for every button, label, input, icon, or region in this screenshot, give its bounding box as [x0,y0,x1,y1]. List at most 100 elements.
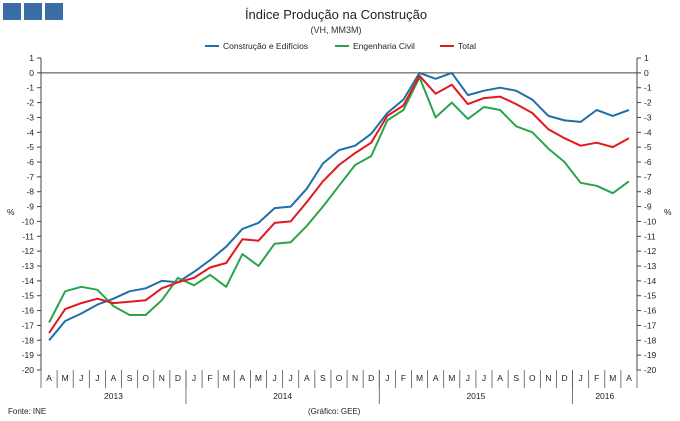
y-tick-label-right: -3 [644,112,652,122]
month-label: M [62,373,69,383]
y-tick-label-left: -14 [22,276,35,286]
y-tick-label-left: -10 [22,216,35,226]
y-tick-label-left: -11 [22,231,34,241]
y-tick-label-right: -1 [644,83,652,93]
y-tick-label-right: -13 [644,261,657,271]
month-label: J [95,373,99,383]
series-line-3 [48,74,630,334]
month-label: S [320,373,326,383]
y-tick-label-left: -17 [22,320,35,330]
chart-title: Índice Produção na Construção [245,7,427,22]
y-tick-label-right: -10 [644,216,657,226]
month-label: D [175,373,181,383]
month-label: S [127,373,133,383]
month-label: M [448,373,455,383]
y-tick-label-left: -3 [26,112,34,122]
month-label: N [159,373,165,383]
y-tick-label-right: -6 [644,157,652,167]
y-tick-label-right: -12 [644,246,657,256]
y-tick-label-left: -1 [26,83,34,93]
month-label: A [626,373,632,383]
month-label: J [289,373,293,383]
month-label: J [482,373,486,383]
y-tick-label-right: -5 [644,142,652,152]
y-tick-label-right: -2 [644,98,652,108]
month-label: J [578,373,582,383]
y-tick-label-left: -18 [22,335,35,345]
month-label: J [192,373,196,383]
y-tick-label-left: 0 [29,68,34,78]
year-label: 2016 [595,391,614,401]
y-tick-label-right: -14 [644,276,657,286]
y-tick-label-left: -4 [26,127,34,137]
y-tick-label-left: -15 [22,291,35,301]
y-tick-label-left: -7 [26,172,34,182]
year-label: 2013 [104,391,123,401]
month-label: O [142,373,149,383]
series-line-1 [48,71,630,341]
y-tick-label-left: -6 [26,157,34,167]
y-tick-label-right: -4 [644,127,652,137]
y-tick-label-left: -9 [26,202,34,212]
month-label: D [561,373,567,383]
y-tick-label-right: -9 [644,202,652,212]
y-tick-label-right: -17 [644,320,657,330]
y-tick-label-right: -8 [644,187,652,197]
month-label: A [46,373,52,383]
month-label: A [111,373,117,383]
plot-area: 1 1 0 0 -1 -1 -2 -2 -3 -3 -4 -4 -5 -5 -6 -6 -7 -7 -8 -8 -9 -9… [22,53,657,404]
year-label: 2015 [466,391,485,401]
y-tick-label-left: -16 [22,306,35,316]
y-tick-label-right: -18 [644,335,657,345]
chart-subtitle: (VH, MM3M) [311,25,362,35]
year-label: 2014 [273,391,292,401]
month-label: M [223,373,230,383]
month-label: M [609,373,616,383]
month-label: D [368,373,374,383]
y-tick-label-right: 1 [644,53,649,63]
month-label: N [545,373,551,383]
month-label: N [352,373,358,383]
y-tick-label-left: -8 [26,187,34,197]
month-label: O [529,373,536,383]
month-label: A [240,373,246,383]
y-axis-label-right: % [664,207,672,217]
month-label: O [336,373,343,383]
legend: Construção e Edifícios Engenharia Civil To… [205,41,476,51]
month-label: M [416,373,423,383]
logo-square [45,3,63,20]
month-label: J [466,373,470,383]
month-label: F [401,373,406,383]
y-tick-label-left: -12 [22,246,35,256]
credit-note: (Gráfico: GEE) [308,407,361,416]
legend-label: Total [458,41,476,51]
month-label: A [497,373,503,383]
month-label: A [304,373,310,383]
month-label: J [79,373,83,383]
source-note: Fonte: INE [8,407,46,416]
month-label: F [208,373,213,383]
y-tick-label-right: -19 [644,350,657,360]
series-line-2 [48,76,630,323]
month-label: J [385,373,389,383]
month-label: S [513,373,519,383]
y-tick-label-left: -20 [22,365,35,375]
logo-square [24,3,42,20]
month-label: A [433,373,439,383]
y-tick-label-right: -7 [644,172,652,182]
legend-label: Engenharia Civil [353,41,415,51]
y-tick-label-left: -19 [22,350,35,360]
y-tick-label-right: -11 [644,231,656,241]
y-tick-label-left: -2 [26,98,34,108]
y-tick-label-left: -5 [26,142,34,152]
y-tick-label-right: -15 [644,291,657,301]
y-tick-label-right: -16 [644,306,657,316]
month-label: M [255,373,262,383]
month-label: J [272,373,276,383]
y-tick-label-left: 1 [29,53,34,63]
y-tick-label-left: -13 [22,261,35,271]
legend-label: Construção e Edifícios [223,41,308,51]
y-axis-label-left: % [7,207,15,217]
y-tick-label-right: -20 [644,365,657,375]
